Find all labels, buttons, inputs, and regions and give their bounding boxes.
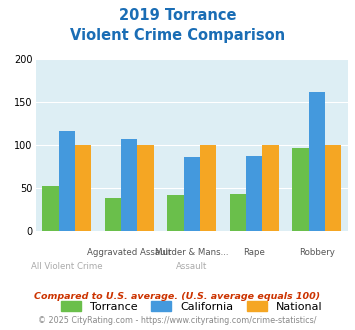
Bar xyxy=(105,198,121,231)
Text: Violent Crime Comparison: Violent Crime Comparison xyxy=(70,28,285,43)
Bar xyxy=(167,195,184,231)
Bar xyxy=(230,194,246,231)
Legend: Torrance, California, National: Torrance, California, National xyxy=(57,297,327,316)
Text: Murder & Mans...: Murder & Mans... xyxy=(155,248,229,257)
Bar xyxy=(75,145,91,231)
Bar xyxy=(59,131,75,231)
Text: Aggravated Assault: Aggravated Assault xyxy=(87,248,171,257)
Bar xyxy=(137,145,154,231)
Text: Compared to U.S. average. (U.S. average equals 100): Compared to U.S. average. (U.S. average … xyxy=(34,292,321,301)
Bar xyxy=(200,145,216,231)
Bar xyxy=(308,92,325,231)
Text: All Violent Crime: All Violent Crime xyxy=(31,262,103,271)
Bar xyxy=(246,156,262,231)
Text: Robbery: Robbery xyxy=(299,248,335,257)
Bar xyxy=(262,145,279,231)
Text: 2019 Torrance: 2019 Torrance xyxy=(119,8,236,23)
Bar xyxy=(42,186,59,231)
Text: Rape: Rape xyxy=(243,248,265,257)
Bar xyxy=(184,157,200,231)
Text: Assault: Assault xyxy=(176,262,207,271)
Text: © 2025 CityRating.com - https://www.cityrating.com/crime-statistics/: © 2025 CityRating.com - https://www.city… xyxy=(38,316,317,325)
Bar xyxy=(292,148,308,231)
Bar xyxy=(121,139,137,231)
Bar xyxy=(325,145,341,231)
